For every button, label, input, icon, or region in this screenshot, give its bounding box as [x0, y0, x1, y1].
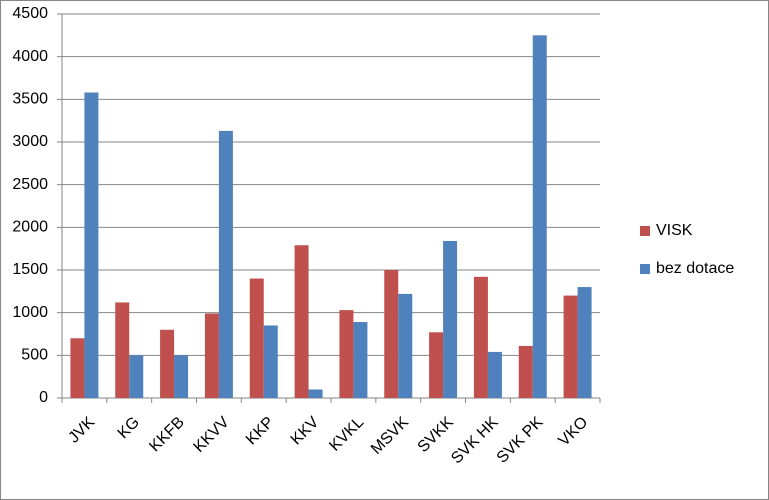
- y-tick-label: 4500: [12, 5, 48, 22]
- bar: [308, 389, 323, 398]
- bar: [398, 293, 413, 398]
- bar: [532, 35, 547, 398]
- bar: [353, 322, 368, 398]
- bar: [339, 310, 354, 398]
- bar: [563, 295, 578, 398]
- bar: [294, 245, 309, 398]
- bar: [115, 302, 130, 398]
- legend-label: VISK: [656, 222, 693, 239]
- bar: [263, 325, 278, 398]
- y-tick-label: 1000: [12, 304, 48, 321]
- bar: [218, 130, 233, 398]
- legend-label: bez dotace: [656, 260, 734, 277]
- legend-swatch: [640, 226, 650, 236]
- bar: [160, 329, 175, 398]
- y-tick-label: 3500: [12, 91, 48, 108]
- legend-swatch: [640, 264, 650, 274]
- bar: [473, 276, 488, 398]
- bar: [129, 355, 144, 398]
- bar: [429, 332, 444, 398]
- bar: [70, 338, 85, 398]
- y-tick-label: 4000: [12, 48, 48, 65]
- bar: [384, 270, 399, 398]
- bar: [577, 287, 592, 398]
- bar: [443, 240, 458, 398]
- y-tick-label: 500: [21, 347, 48, 364]
- bar: [204, 313, 219, 398]
- y-tick-label: 2500: [12, 176, 48, 193]
- bar: [84, 92, 99, 399]
- y-tick-label: 0: [39, 389, 48, 406]
- y-tick-label: 3000: [12, 133, 48, 150]
- y-tick-label: 2000: [12, 219, 48, 236]
- bar: [174, 355, 189, 398]
- bar: [249, 278, 264, 398]
- bar: [518, 345, 533, 398]
- y-tick-label: 1500: [12, 261, 48, 278]
- bar: [487, 351, 502, 398]
